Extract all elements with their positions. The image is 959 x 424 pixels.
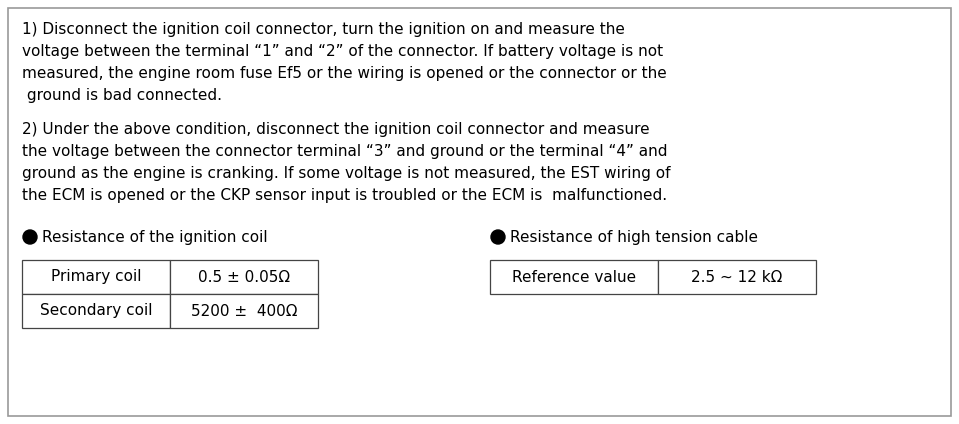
- FancyBboxPatch shape: [170, 294, 318, 328]
- FancyBboxPatch shape: [490, 260, 658, 294]
- Text: Reference value: Reference value: [512, 270, 636, 285]
- Text: voltage between the terminal “1” and “2” of the connector. If battery voltage is: voltage between the terminal “1” and “2”…: [22, 44, 663, 59]
- FancyBboxPatch shape: [170, 260, 318, 294]
- Text: Resistance of the ignition coil: Resistance of the ignition coil: [42, 230, 268, 245]
- Text: the voltage between the connector terminal “3” and ground or the terminal “4” an: the voltage between the connector termin…: [22, 144, 667, 159]
- Text: ground as the engine is cranking. If some voltage is not measured, the EST wirin: ground as the engine is cranking. If som…: [22, 166, 670, 181]
- Text: 2.5 ~ 12 kΩ: 2.5 ~ 12 kΩ: [691, 270, 783, 285]
- FancyBboxPatch shape: [8, 8, 951, 416]
- Text: 2) Under the above condition, disconnect the ignition coil connector and measure: 2) Under the above condition, disconnect…: [22, 122, 649, 137]
- Circle shape: [491, 230, 505, 244]
- Text: 5200 ±  400Ω: 5200 ± 400Ω: [191, 304, 297, 318]
- Text: Resistance of high tension cable: Resistance of high tension cable: [510, 230, 758, 245]
- Text: 0.5 ± 0.05Ω: 0.5 ± 0.05Ω: [198, 270, 290, 285]
- Text: Primary coil: Primary coil: [51, 270, 141, 285]
- Text: the ECM is opened or the CKP sensor input is troubled or the ECM is  malfunction: the ECM is opened or the CKP sensor inpu…: [22, 188, 667, 203]
- Text: measured, the engine room fuse Ef5 or the wiring is opened or the connector or t: measured, the engine room fuse Ef5 or th…: [22, 66, 667, 81]
- Circle shape: [23, 230, 37, 244]
- FancyBboxPatch shape: [22, 294, 170, 328]
- Text: ground is bad connected.: ground is bad connected.: [22, 88, 222, 103]
- Text: 1) Disconnect the ignition coil connector, turn the ignition on and measure the: 1) Disconnect the ignition coil connecto…: [22, 22, 625, 37]
- FancyBboxPatch shape: [22, 260, 170, 294]
- Text: Secondary coil: Secondary coil: [39, 304, 152, 318]
- FancyBboxPatch shape: [658, 260, 816, 294]
